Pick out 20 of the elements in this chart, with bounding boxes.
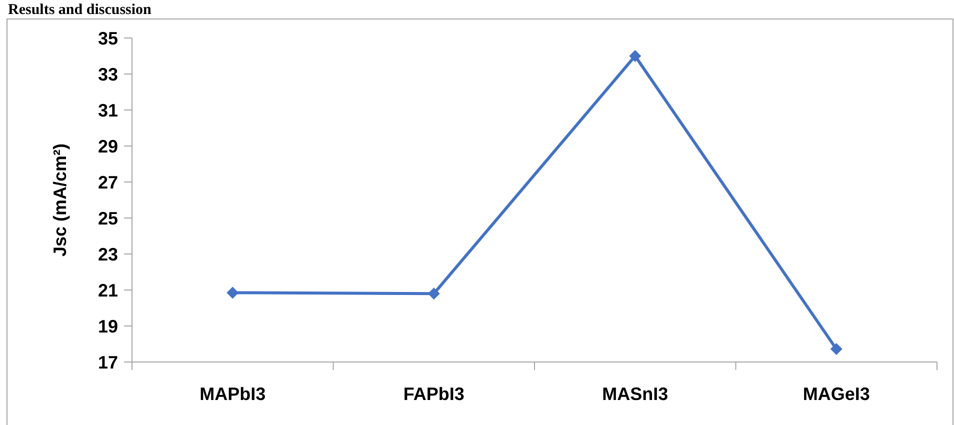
x-tick-label: MAGeI3	[802, 384, 870, 404]
point	[629, 50, 642, 62]
y-tick-label: 21	[98, 280, 118, 300]
point	[226, 286, 239, 299]
y-tick-label: 29	[98, 136, 118, 156]
y-tick-label: 25	[98, 208, 118, 228]
x-tick-label: FAPbI3	[403, 384, 464, 404]
text: Results and discussion	[8, 2, 152, 18]
y-axis-title: Jsc (mA/cm²)	[50, 143, 70, 257]
y-tick-label: 23	[98, 244, 118, 264]
x-tick-label: MASnI3	[602, 384, 668, 404]
x-tick-label: MAPbI3	[200, 384, 266, 404]
y-tick-label: 35	[98, 28, 118, 48]
y-tick-label: 31	[98, 100, 118, 120]
y-tick-label: 27	[98, 172, 118, 192]
point	[830, 343, 842, 356]
y-tick-label: 33	[98, 64, 118, 84]
y-tick-label: 17	[98, 352, 118, 372]
y-tick-label: 19	[98, 316, 118, 336]
point	[428, 288, 440, 300]
